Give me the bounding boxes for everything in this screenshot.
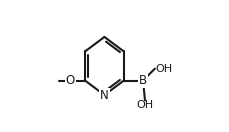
Text: OH: OH	[136, 100, 153, 110]
Text: OH: OH	[154, 64, 171, 74]
Text: O: O	[65, 74, 75, 87]
Text: B: B	[138, 74, 146, 87]
Text: N: N	[100, 89, 108, 102]
